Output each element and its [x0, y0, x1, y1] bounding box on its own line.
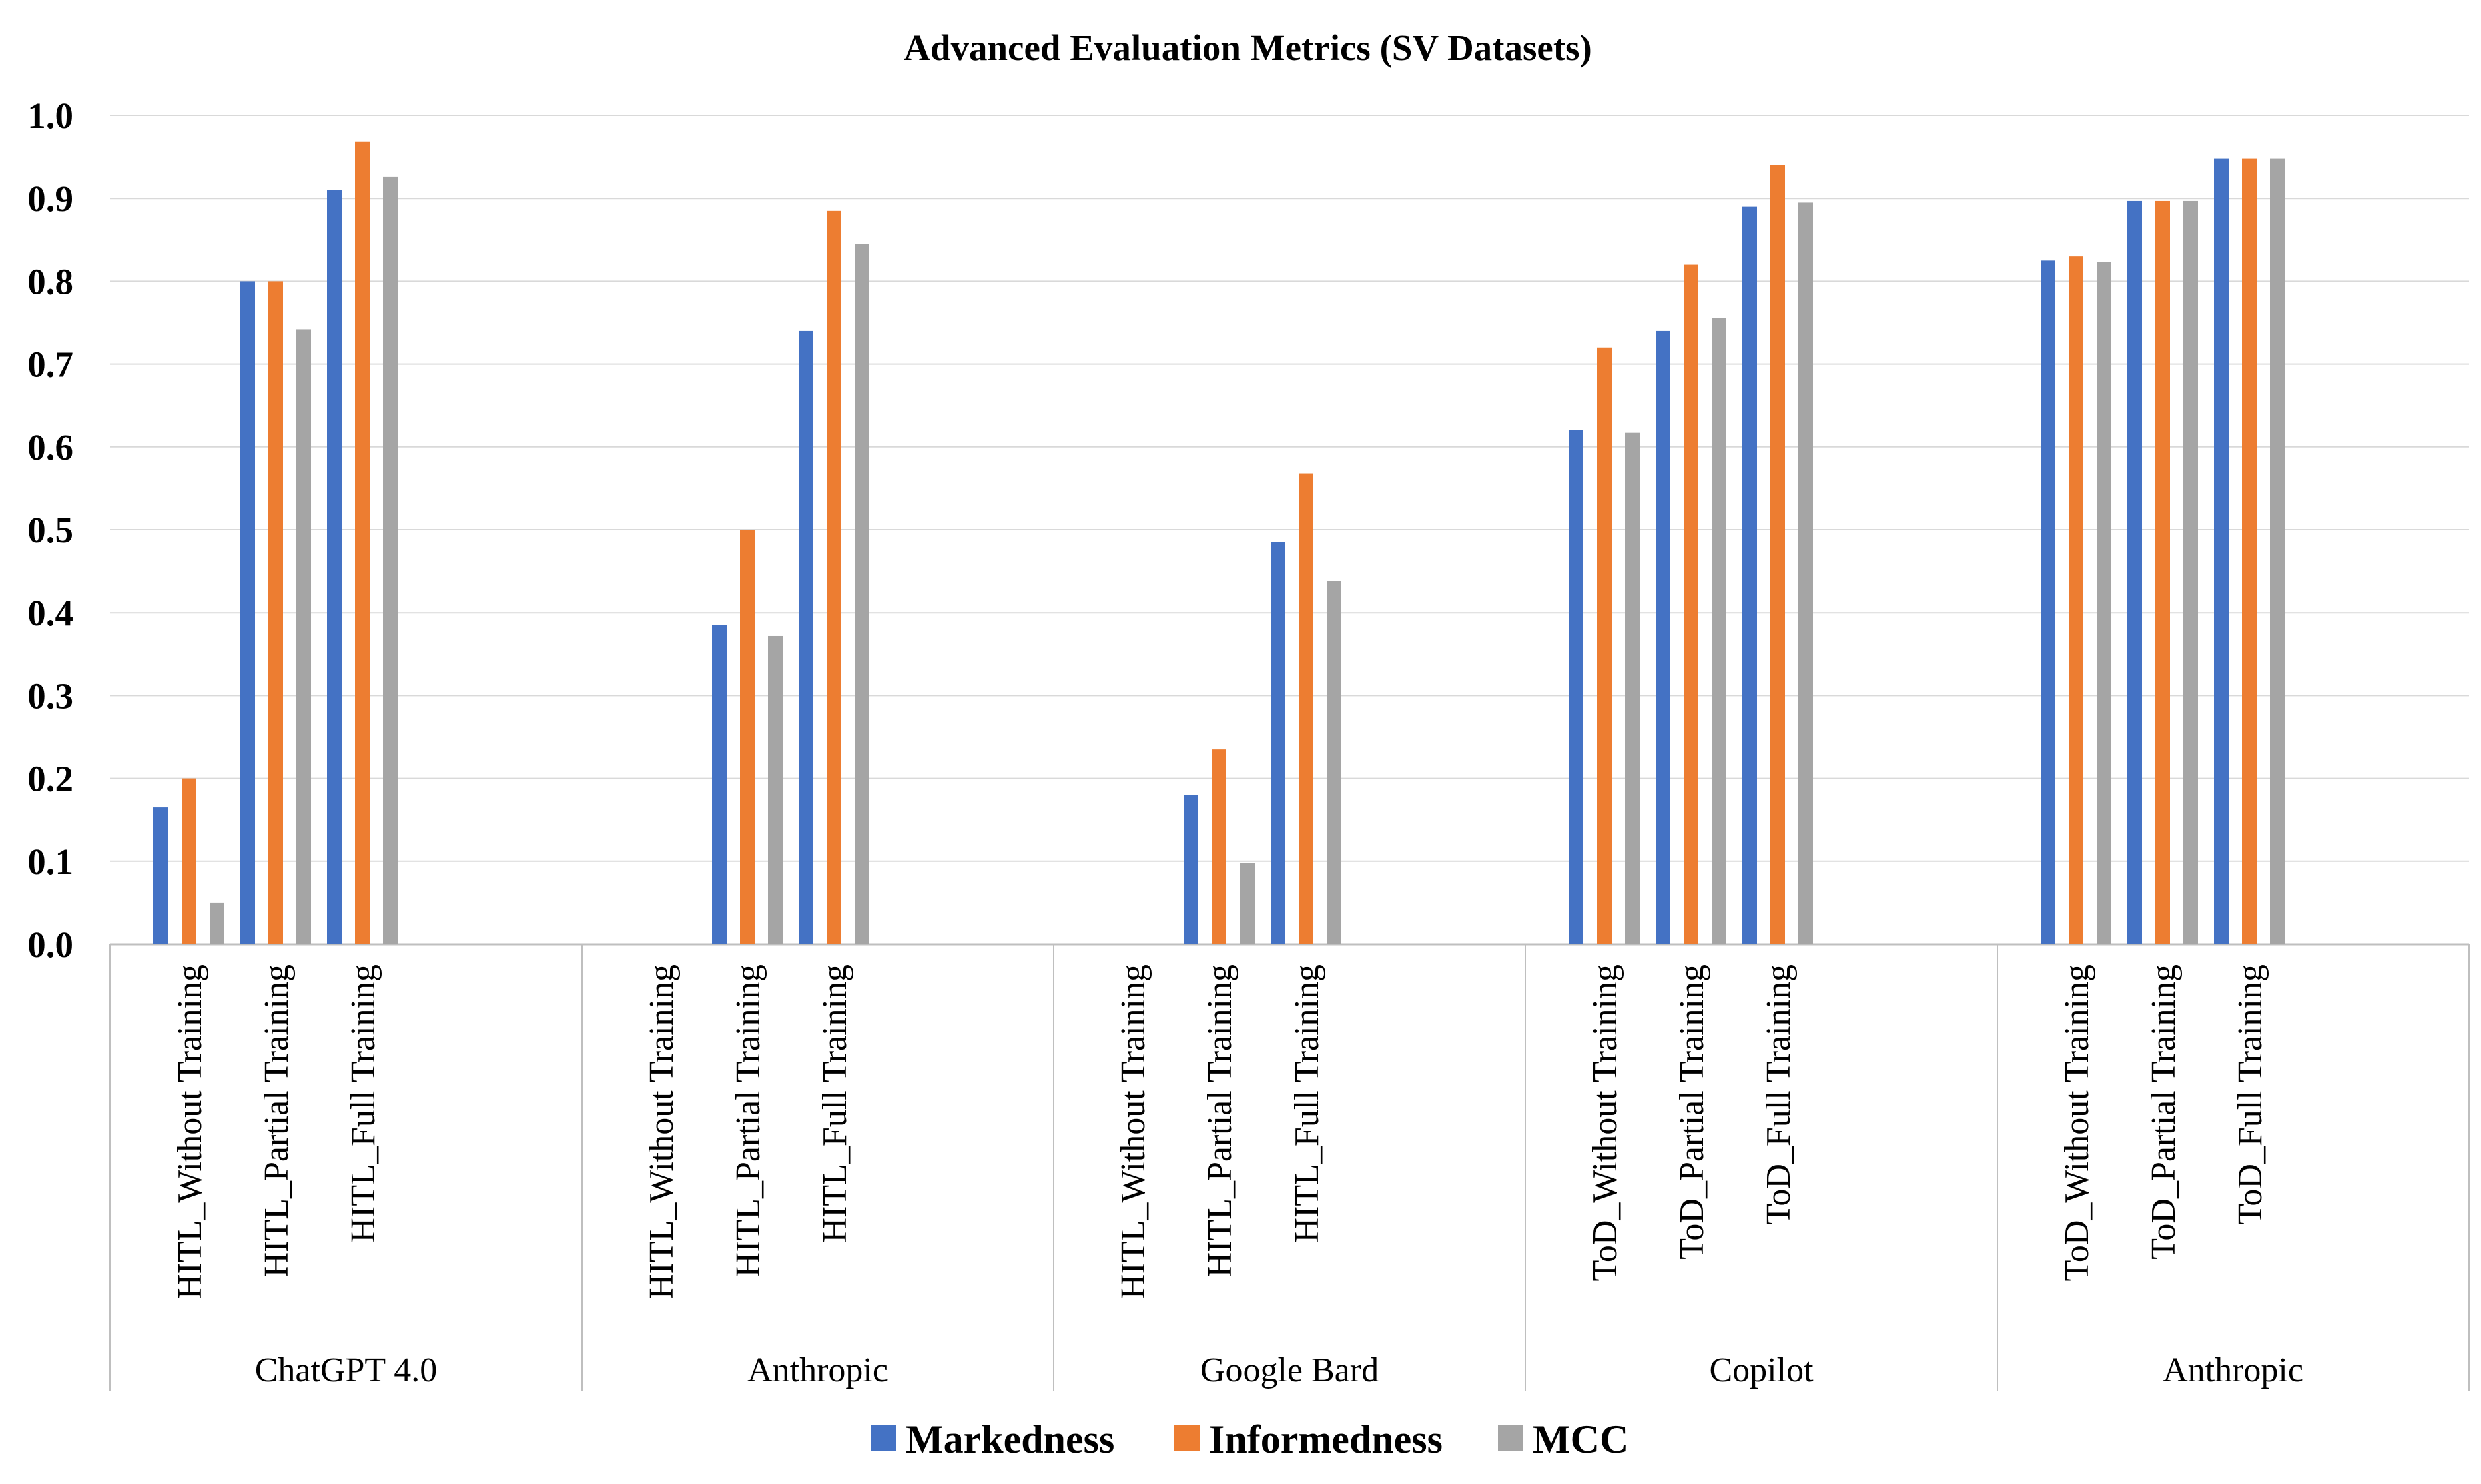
legend-swatch-informedness [1174, 1425, 1200, 1451]
x-category-label: ToD_Full Training [2231, 964, 2269, 1225]
bar-mcc [1240, 863, 1255, 944]
x-category-label: HITL_Without Training [643, 964, 681, 1299]
chart: Advanced Evaluation Metrics (SV Datasets… [0, 0, 2481, 1484]
bar-mcc [1327, 581, 1341, 944]
bar-mcc [1798, 202, 1813, 944]
bar-markedness [1742, 207, 1757, 944]
bar-markedness [712, 625, 727, 944]
bar-informedness [1212, 749, 1226, 944]
y-tick-label: 0.8 [27, 261, 73, 302]
bar-informedness [268, 281, 283, 944]
x-category-label: HITL_Partial Training [1201, 964, 1239, 1277]
bar-informedness [1770, 165, 1785, 944]
y-tick-label: 0.2 [27, 759, 73, 799]
x-category-label: HITL_Partial Training [729, 964, 767, 1277]
legend-swatch-markedness [871, 1425, 896, 1451]
y-tick-label: 0.9 [27, 178, 73, 219]
x-category-label: HITL_Partial Training [258, 964, 296, 1277]
legend-swatch-mcc [1498, 1425, 1523, 1451]
bar-informedness [1684, 265, 1698, 944]
x-category-label: HITL_Full Training [1288, 964, 1326, 1243]
y-tick-label: 0.7 [27, 344, 73, 385]
x-category-label: HITL_Without Training [1114, 964, 1152, 1299]
x-group-label: Google Bard [1200, 1351, 1379, 1389]
bar-mcc [210, 903, 224, 944]
legend-label-informedness: Informedness [1209, 1417, 1443, 1461]
gridlines [110, 115, 2469, 944]
legend-label-markedness: Markedness [906, 1417, 1114, 1461]
bar-informedness [2242, 159, 2257, 944]
x-group-label: Copilot [1709, 1351, 1814, 1389]
bar-markedness [2127, 201, 2142, 944]
y-tick-label: 1.0 [27, 95, 73, 136]
chart-title: Advanced Evaluation Metrics (SV Datasets… [904, 27, 1592, 68]
bar-informedness [740, 530, 755, 944]
bar-markedness [240, 281, 255, 944]
bar-markedness [1569, 430, 1583, 944]
bar-informedness [827, 211, 841, 944]
y-tick-label: 0.5 [27, 510, 73, 550]
bar-mcc [296, 329, 311, 944]
x-category-label: ToD_Partial Training [1673, 964, 1711, 1260]
bar-mcc [1625, 433, 1640, 944]
bar-informedness [2155, 201, 2170, 944]
y-tick-label: 0.3 [27, 675, 73, 716]
bar-markedness [327, 190, 342, 944]
x-group-label: Anthropic [2163, 1351, 2303, 1389]
bar-informedness [2069, 256, 2083, 944]
y-tick-label: 0.0 [27, 924, 73, 965]
x-category-label: HITL_Full Training [344, 964, 382, 1243]
bar-mcc [855, 244, 869, 944]
bar-mcc [2183, 201, 2198, 944]
bar-mcc [383, 177, 398, 944]
x-category-label: ToD_Without Training [1586, 964, 1624, 1281]
bar-markedness [1184, 795, 1198, 944]
bar-informedness [355, 142, 370, 944]
y-axis-ticks: 0.0 0.1 0.2 0.3 0.4 0.5 0.6 0.7 0.8 0.9 1.0 [27, 95, 73, 965]
bar-markedness [799, 331, 813, 944]
bar-mcc [1712, 318, 1726, 944]
bar-markedness [2041, 260, 2055, 944]
x-group-label: ChatGPT 4.0 [255, 1351, 438, 1389]
y-tick-label: 0.6 [27, 427, 73, 468]
x-category-label: ToD_Without Training [2058, 964, 2096, 1281]
x-category-label: HITL_Without Training [171, 964, 209, 1299]
bar-mcc [2270, 159, 2285, 944]
bar-mcc [2097, 262, 2111, 944]
bar-informedness [182, 779, 196, 944]
bar-mcc [768, 636, 783, 944]
bar-markedness [153, 807, 168, 944]
bar-markedness [1656, 331, 1670, 944]
x-category-label: ToD_Full Training [1760, 964, 1798, 1225]
legend: Markedness Informedness MCC [871, 1417, 1628, 1461]
legend-label-mcc: MCC [1533, 1417, 1628, 1461]
bar-informedness [1299, 474, 1313, 944]
x-axis: HITL_Without Training HITL_Partial Traini… [110, 944, 2469, 1391]
x-category-label: HITL_Full Training [816, 964, 854, 1243]
y-tick-label: 0.4 [27, 593, 73, 633]
bar-informedness [1597, 348, 1612, 944]
bar-markedness [2214, 159, 2229, 944]
x-group-label: Anthropic [747, 1351, 888, 1389]
y-tick-label: 0.1 [27, 841, 73, 882]
x-category-label: ToD_Partial Training [2145, 964, 2183, 1260]
bar-markedness [1271, 542, 1285, 944]
bars [153, 142, 2285, 944]
